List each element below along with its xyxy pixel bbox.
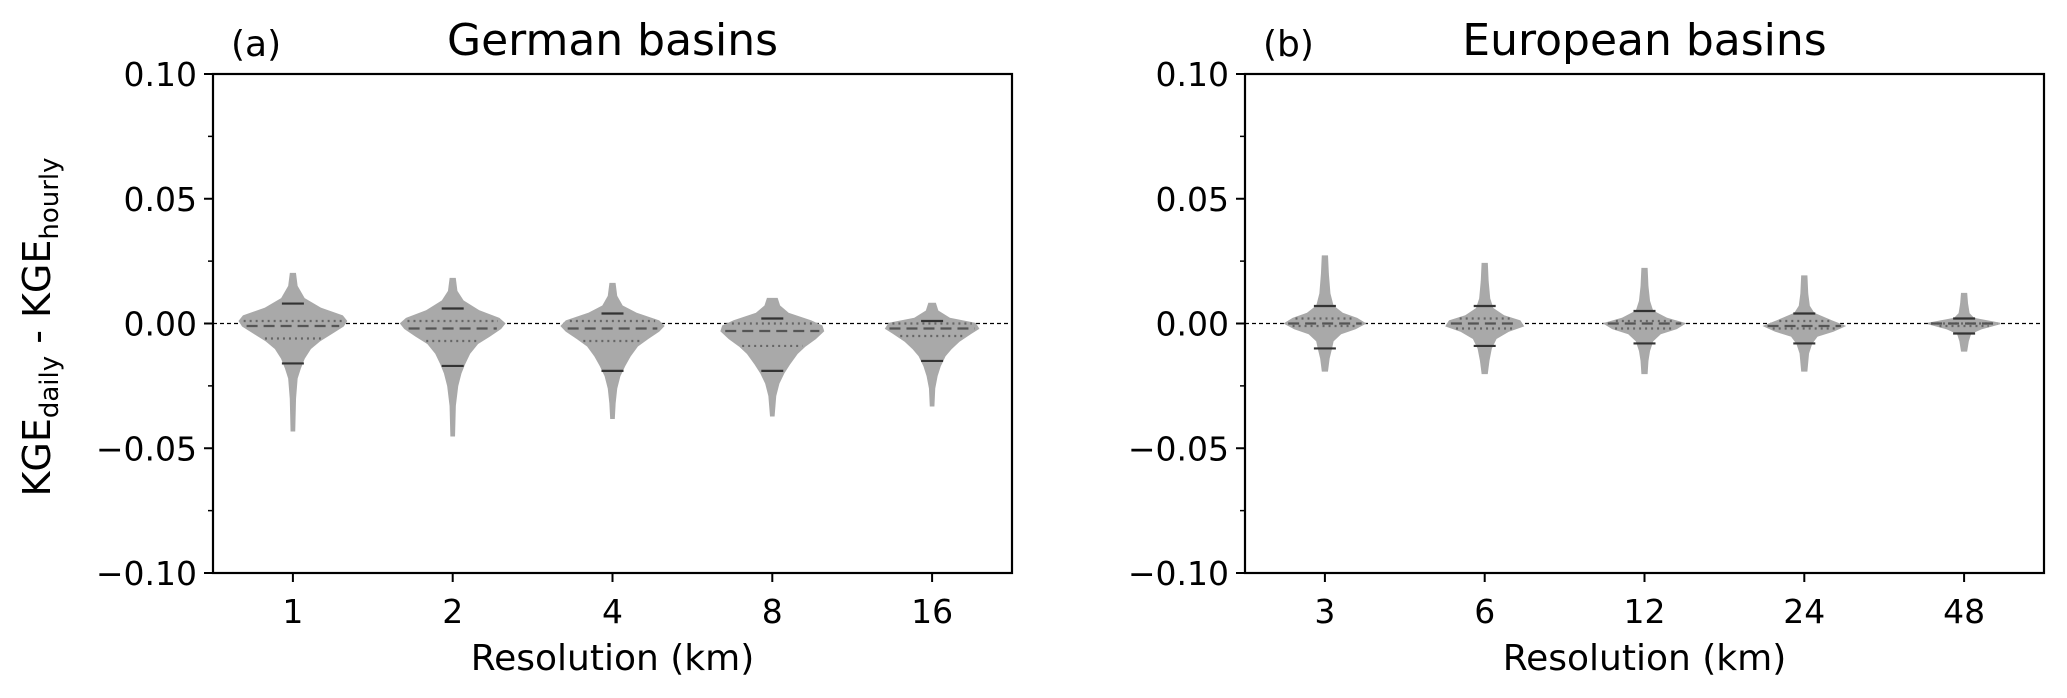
y-tick-label: −0.10 xyxy=(96,554,197,593)
y-axis-label-main-1: KGE xyxy=(15,418,59,496)
violin-body xyxy=(560,282,665,420)
y-axis-label-sub-2: hourly xyxy=(35,157,65,239)
violin-6 xyxy=(1445,262,1525,375)
x-tick-label: 12 xyxy=(1624,592,1666,631)
y-tick-label: −0.10 xyxy=(1128,554,1229,593)
violin-body xyxy=(1927,292,2001,352)
y-axis-label-separator: - xyxy=(15,318,59,356)
violin-4 xyxy=(560,282,665,420)
x-tick-label: 24 xyxy=(1783,592,1825,631)
x-tick-label: 16 xyxy=(911,592,953,631)
y-tick-label: 0.05 xyxy=(1156,180,1229,219)
panel-label: (a) xyxy=(231,24,281,65)
x-tick-label: 48 xyxy=(1943,592,1985,631)
y-tick-label: −0.05 xyxy=(96,429,197,468)
violin-12 xyxy=(1602,267,1687,375)
violin-body xyxy=(1762,275,1847,372)
violin-body xyxy=(884,302,980,407)
y-tick-label: −0.05 xyxy=(1128,429,1229,468)
violin-48 xyxy=(1927,292,2001,352)
x-tick-label: 3 xyxy=(1314,592,1335,631)
violin-8 xyxy=(720,297,825,417)
y-tick-label: 0.00 xyxy=(124,305,197,344)
x-axis-label: Resolution (km) xyxy=(471,638,755,679)
svg-text:KGEdaily - KGEhourly: KGEdaily - KGEhourly xyxy=(15,157,65,496)
violin-16 xyxy=(884,302,980,407)
x-tick-label: 8 xyxy=(762,592,783,631)
violin-body xyxy=(720,297,825,417)
y-tick-label: 0.10 xyxy=(124,55,197,94)
violin-body xyxy=(238,272,348,432)
panel-european-basins: 0.10 0.05 0.00 −0.05 −0.10 3 6 12 24 48 Resolution… xyxy=(1128,15,2046,679)
x-tick-label: 4 xyxy=(602,592,623,631)
violin-2 xyxy=(399,277,506,437)
y-axis-label: KGEdaily - KGEhourly xyxy=(15,157,65,496)
y-tick-label: 0.05 xyxy=(124,180,197,219)
chart-title: German basins xyxy=(447,15,778,66)
x-tick-label: 6 xyxy=(1474,592,1495,631)
y-tick-label: 0.00 xyxy=(1156,305,1229,344)
y-axis-label-sub-1: daily xyxy=(35,356,65,418)
violin-3 xyxy=(1283,255,1367,372)
violin-body xyxy=(1283,255,1367,372)
panel-label: (b) xyxy=(1263,24,1314,65)
panel-german-basins: 0.10 0.05 0.00 −0.05 −0.10 1 2 4 8 16 Resolution (… xyxy=(96,15,1014,679)
chart-title: European basins xyxy=(1462,15,1826,66)
violin-24 xyxy=(1762,275,1847,372)
y-axis-label-main-2: KGE xyxy=(15,240,59,318)
x-axis-label: Resolution (km) xyxy=(1503,638,1787,679)
x-tick-label: 1 xyxy=(282,592,303,631)
y-tick-label: 0.10 xyxy=(1156,55,1229,94)
violin-1 xyxy=(238,272,348,432)
violin-body xyxy=(399,277,506,437)
x-tick-label: 2 xyxy=(442,592,463,631)
